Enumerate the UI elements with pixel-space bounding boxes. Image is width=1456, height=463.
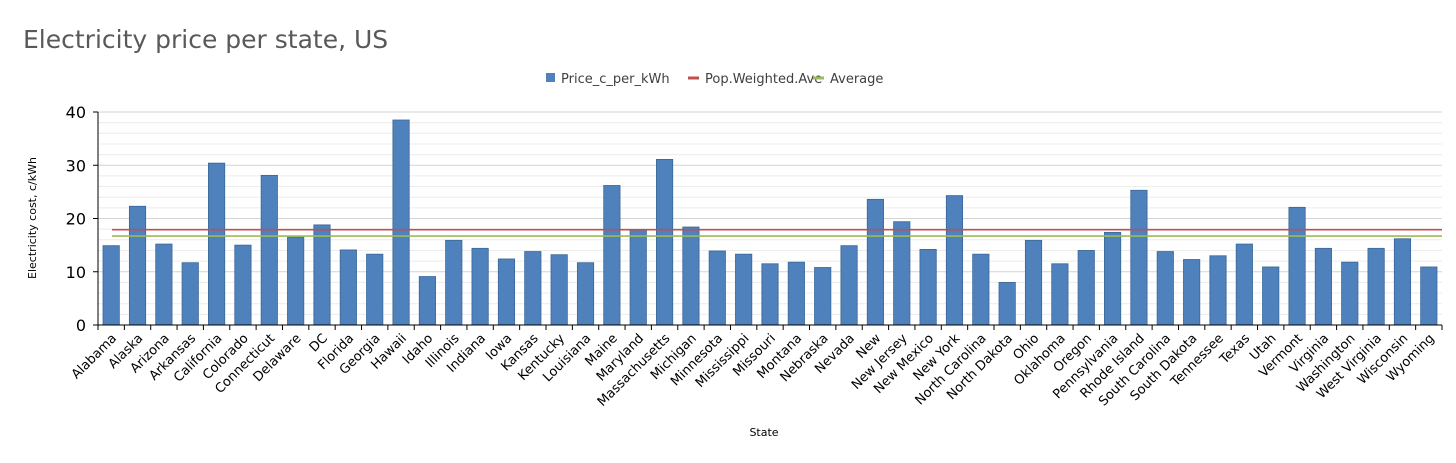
bar-tennessee [1209,255,1227,326]
bar-louisiana [576,262,595,326]
y-axis-label: Electricity cost, c/kWh [26,157,39,279]
bar-new-york [945,195,964,326]
bar-nebraska [814,267,832,326]
bar-michigan [682,226,700,326]
bar-dc [313,224,331,326]
legend-swatch [546,73,555,82]
bar-missouri [761,263,779,326]
bar-rhode-island [1130,189,1148,326]
bar-colorado [234,244,252,326]
legend-label: Pop.Weighted.Ave [705,72,822,87]
bar-south-carolina [1156,251,1174,326]
legend-item: Price_c_per_kWh [546,72,670,87]
bar-montana [787,261,805,326]
y-tick-label: 0 [76,316,86,335]
y-tick-label: 20 [66,210,86,229]
legend-item: Average [813,72,883,87]
bar-texas [1235,243,1253,326]
legend-item: Pop.Weighted.Ave [688,72,822,87]
bar-hawaii [392,119,410,326]
reference-lines [112,228,1442,237]
bar-florida [339,249,357,326]
x-tick-labels: AlabamaAlaskaArizonaArkansasCaliforniaCo… [69,331,1438,410]
bar-wisconsin [1393,238,1412,326]
bar-north-dakota [998,281,1016,326]
bar-south-dakota [1183,259,1201,326]
x-tick-label: Texas [1216,331,1253,368]
bar-idaho [418,276,436,326]
chart-title: Electricity price per state, US [23,25,389,54]
bar-nevada [840,245,858,326]
bar-north-carolina [972,253,990,326]
y-tick-label: 30 [66,156,86,175]
bar-pennsylvania [1104,231,1122,326]
y-tick-label: 40 [66,103,86,122]
bar-oregon [1077,250,1095,326]
bar-arkansas [181,262,199,326]
bar-massachusetts [656,158,674,326]
y-tick-labels: 0 10 20 30 40 [66,103,86,335]
bar-maryland [629,229,647,326]
bar-alabama [102,245,120,326]
legend-label: Average [830,72,883,87]
bar-illinois [445,239,463,326]
bar-arizona [155,243,173,326]
bar-alaska [128,205,147,326]
bar-west-virginia [1367,247,1385,326]
bar-oklahoma [1051,263,1069,326]
bar-california [208,162,226,326]
bar-georgia [366,253,384,326]
bar-connecticut [260,174,278,326]
legend-label: Price_c_per_kWh [561,72,670,87]
bar-vermont [1288,206,1306,326]
axes [93,111,1443,330]
x-axis-label: State [749,426,778,439]
bar-kentucky [550,254,568,326]
bar-mississippi [735,253,753,326]
legend: Price_c_per_kWh Pop.Weighted.Ave Average [546,72,883,87]
bar-maine [603,185,621,326]
bar-indiana [471,247,489,326]
bar-minnesota [708,250,726,326]
bar-new [866,198,884,326]
bars [102,119,1438,326]
bar-new-jersey [893,221,911,326]
y-tick-label: 10 [66,263,86,282]
bar-washington [1341,261,1359,326]
bar-ohio [1024,239,1043,326]
bar-iowa [497,258,516,326]
bar-kansas [524,251,542,326]
bar-wyoming [1420,266,1438,326]
bar-virginia [1314,247,1332,326]
bar-new-mexico [919,248,937,326]
bar-utah [1262,266,1280,326]
bar-delaware [287,236,305,326]
